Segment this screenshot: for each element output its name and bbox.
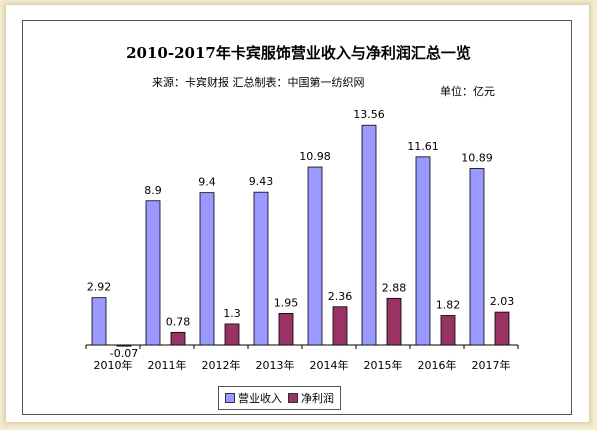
bar-revenue <box>415 156 431 346</box>
data-label-profit: 2.03 <box>490 295 515 308</box>
x-tick-label: 2016年 <box>418 358 457 372</box>
legend-swatch-profit <box>288 393 298 403</box>
data-label-profit: 2.36 <box>328 290 353 303</box>
data-label-revenue: 9.4 <box>198 176 216 189</box>
bar-profit <box>224 323 240 346</box>
legend-swatch-revenue <box>225 393 235 403</box>
data-label-revenue: 2.92 <box>87 281 112 294</box>
bar-revenue <box>145 200 161 346</box>
bar-profit <box>116 344 132 347</box>
data-label-revenue: 8.9 <box>144 184 162 197</box>
data-label-revenue: 10.98 <box>299 150 331 163</box>
bar-profit <box>440 315 456 346</box>
data-label-profit: 2.88 <box>382 281 407 294</box>
chart-title: 2010-2017年卡宾服饰营业收入与净利润汇总一览 <box>126 44 471 62</box>
bar-revenue <box>361 124 377 346</box>
bar-revenue <box>253 191 269 346</box>
x-tick-label: 2015年 <box>364 358 403 372</box>
legend-label-revenue: 营业收入 <box>238 392 282 405</box>
data-label-revenue: 11.61 <box>407 140 439 153</box>
data-label-profit: 1.95 <box>274 296 299 309</box>
x-tick-label: 2013年 <box>256 358 295 372</box>
chart-unit: 单位：亿元 <box>440 85 495 98</box>
bar-profit <box>278 312 294 346</box>
data-label-profit: 1.3 <box>223 307 241 320</box>
data-label-revenue: 9.43 <box>249 175 274 188</box>
chart-source: 来源：卡宾财报 汇总制表：中国第一纺织网 <box>152 76 365 89</box>
data-label-revenue: 13.56 <box>353 108 385 121</box>
legend-item-profit: 净利润 <box>288 390 334 406</box>
bar-revenue <box>469 168 485 346</box>
x-tick-label: 2010年 <box>94 358 133 372</box>
data-label-revenue: 10.89 <box>461 152 493 165</box>
data-label-profit: 0.78 <box>166 315 191 328</box>
bar-profit <box>170 331 186 346</box>
data-label-profit: 1.82 <box>436 299 461 312</box>
x-tick-label: 2017年 <box>472 358 511 372</box>
bar-revenue <box>199 192 215 346</box>
bar-profit <box>332 306 348 346</box>
x-tick-label: 2011年 <box>148 358 187 372</box>
x-tick-label: 2012年 <box>202 358 241 372</box>
legend-label-profit: 净利润 <box>301 392 334 405</box>
chart-legend: 营业收入 净利润 <box>218 386 341 410</box>
legend-item-revenue: 营业收入 <box>225 390 282 406</box>
x-tick-label: 2014年 <box>310 358 349 372</box>
bar-profit <box>494 311 510 346</box>
bar-revenue <box>91 297 107 346</box>
data-label-profit: -0.07 <box>110 347 138 360</box>
bar-revenue <box>307 166 323 346</box>
bar-profit <box>386 297 402 346</box>
